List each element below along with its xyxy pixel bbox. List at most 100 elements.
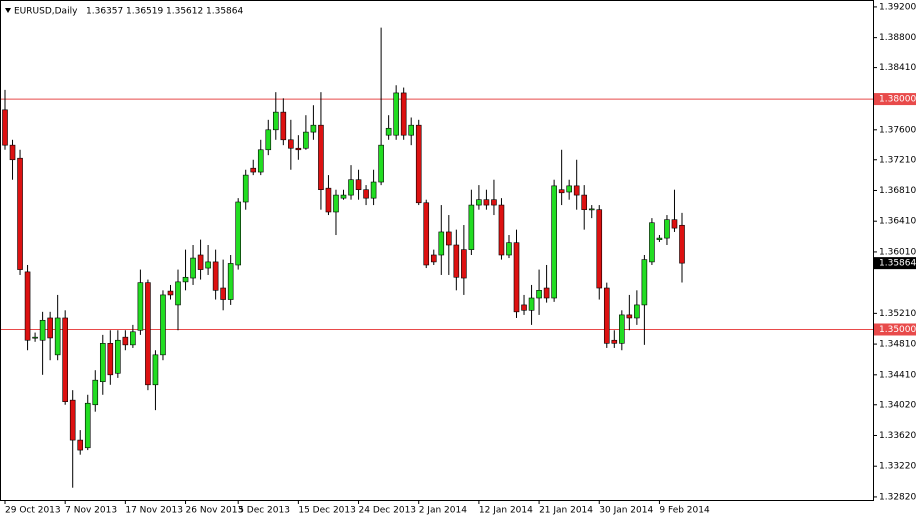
candle-body [558,189,565,194]
candle-body [227,263,234,300]
y-tick-label: 1.39200 [879,2,916,12]
header-open: 1.36357 [86,7,123,17]
candle-body [498,204,505,256]
candle-body [543,287,550,299]
x-tick-label: 2 Jan 2014 [419,506,467,516]
candle-body [491,199,497,206]
y-tick-label: 1.38410 [879,63,916,73]
y-tick-label: 1.38800 [879,33,916,43]
candle-body [2,109,8,146]
candle-body [77,439,84,451]
candle-body [257,149,264,173]
level-label: 1.38000 [879,95,916,105]
x-tick-label: 30 Jan 2014 [599,506,653,516]
candle-body [137,282,144,331]
candle-body [588,208,595,211]
candle-body [122,336,129,346]
candle-body [99,343,106,383]
candle-body [370,181,377,199]
x-tick-label: 12 Jan 2014 [479,506,533,516]
candle-body [573,185,580,196]
header-close: 1.35864 [206,7,243,17]
chart-title: EURUSD,Daily [14,7,78,17]
candle-body [310,124,317,133]
candle-body [92,379,99,406]
candle-body [536,290,542,299]
candle-body [348,179,354,196]
candle-body [513,242,520,313]
candle-body [378,144,384,183]
candle-body [355,179,362,191]
y-tick-label: 1.37600 [879,125,916,135]
candle-body [453,244,460,278]
candle-body [528,297,535,311]
x-tick-label: 15 Dec 2013 [298,506,356,516]
candle-body [167,290,174,296]
y-tick-label: 1.35210 [879,309,916,319]
candle-body [641,259,648,306]
candle-body [521,304,527,311]
candle-body [303,131,309,149]
candle-body [130,331,136,346]
x-tick-label: 7 Nov 2013 [65,506,117,516]
y-tick-label: 1.34410 [879,370,916,380]
level-label-bg [874,93,916,106]
candle-body [145,282,151,386]
candle-body [175,281,181,306]
candle-body [415,124,422,204]
candle-body [272,111,279,131]
candle-body [325,187,332,213]
candle-body [476,199,482,206]
x-tick-label: 17 Nov 2013 [125,506,183,516]
candle-body [603,287,610,344]
candle-body [47,317,53,339]
candle-body [619,314,625,344]
candle-body [634,304,640,319]
level-label-bg [874,323,916,336]
candle-body [318,124,324,191]
candle-body [649,222,655,263]
y-tick-label: 1.33220 [879,462,916,472]
y-tick-label: 1.36010 [879,247,916,257]
candle-body [506,242,512,256]
y-tick-label: 1.33620 [879,431,916,441]
candle-body [461,249,467,279]
candle-body [197,254,204,270]
candle-body [295,147,302,151]
candle-body [664,219,670,239]
candle-body [430,254,437,263]
candle-body [446,231,452,246]
plot-frame [0,0,874,501]
candle-body [205,261,211,269]
candle-body [54,317,61,356]
x-tick-label: 24 Dec 2013 [359,506,417,516]
candle-body [468,204,475,250]
menu-arrow [5,8,11,13]
candle-body [626,314,633,319]
candle-body [212,261,219,291]
level-label: 1.35000 [879,325,916,335]
header-low: 1.35612 [166,7,203,17]
candle-body [551,185,557,299]
candle-body [611,339,618,344]
candle-body [596,209,603,289]
candle-body [220,287,226,300]
y-tick-label: 1.37210 [879,155,916,165]
candle-body [566,185,572,193]
candle-body [32,336,38,339]
price-label: 1.35864 [879,259,916,269]
candle-body [679,224,685,264]
x-tick-label: 29 Oct 2013 [5,506,61,516]
candle-body [393,92,399,136]
candle-body [152,354,159,386]
y-tick-label: 1.34020 [879,400,916,410]
candle-body [400,92,407,136]
candle-body [84,402,91,449]
candle-body [107,343,114,376]
candle-body [408,124,415,136]
x-tick-label: 21 Jan 2014 [539,506,593,516]
candle-body [190,257,196,279]
candle-body [363,189,369,199]
candle-body [265,129,272,151]
